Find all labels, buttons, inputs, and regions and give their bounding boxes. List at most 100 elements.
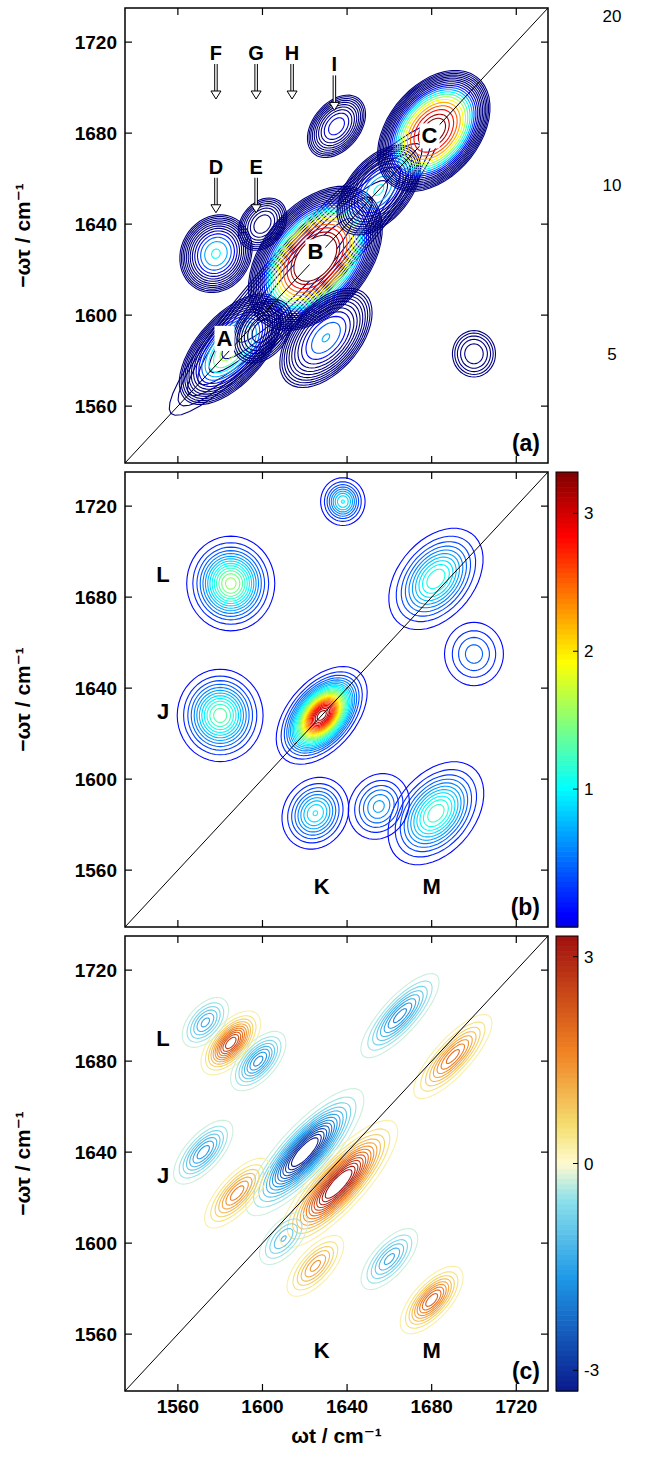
contour-line (307, 805, 323, 822)
contour-line (281, 1236, 286, 1242)
contours (125, 472, 548, 927)
label-ground (154, 562, 171, 587)
contour-line (404, 779, 467, 847)
colorbar-cell (556, 1219, 578, 1225)
contour-line (254, 1056, 263, 1066)
contour-line (373, 801, 384, 813)
contour-line (242, 1044, 275, 1079)
contour-line (375, 1244, 403, 1275)
contour-line (179, 1126, 227, 1178)
contour-line (182, 998, 228, 1048)
colorbar-tick-label: 20 (603, 7, 622, 26)
contour-line (388, 762, 484, 865)
contour-line (236, 1037, 281, 1086)
contour-line (371, 1240, 407, 1279)
colorbar-cell (556, 1108, 578, 1114)
colorbar-cell (556, 502, 578, 508)
label-ground (208, 42, 224, 64)
colorbar-tick (573, 956, 578, 957)
contour-line (319, 1163, 358, 1204)
colorbar-cell (556, 624, 578, 630)
contour-line (295, 304, 358, 371)
colorbar-cell (556, 780, 578, 786)
contour-line (183, 1131, 223, 1174)
colorbar-tick-label: 3 (584, 948, 593, 967)
panel-label: (a) (512, 430, 540, 456)
contour-line (312, 322, 341, 353)
frame (125, 936, 548, 1391)
label-ground (330, 53, 340, 75)
annotation: F (210, 42, 222, 64)
contour-line (373, 986, 428, 1045)
contour-line (180, 215, 252, 293)
contour-line (297, 1247, 333, 1286)
contour-line (361, 974, 439, 1058)
x-tick (262, 456, 263, 463)
colorbar-frame (556, 936, 578, 1391)
contour-line (205, 242, 228, 266)
contour-line (322, 334, 329, 342)
arrow-head (251, 205, 261, 213)
x-tick (516, 920, 517, 927)
contour-line (417, 793, 455, 834)
contour-line (303, 1146, 373, 1222)
colorbar-cell (556, 1002, 578, 1008)
y-tick-label: 1720 (75, 32, 117, 53)
colorbar-cell (556, 1118, 578, 1124)
contour-line (394, 1009, 407, 1023)
colorbar-cell (556, 760, 578, 766)
contour-line (420, 1287, 444, 1313)
colorbar-cell (556, 593, 578, 599)
panel-label: (b) (511, 894, 540, 920)
contour-line (190, 226, 241, 281)
colorbar-cell (556, 603, 578, 609)
contour-line (248, 315, 278, 347)
colorbar-cell (556, 806, 578, 812)
colorbar-cell (556, 1017, 578, 1023)
colorbar-cell (556, 518, 578, 524)
contour-line (248, 208, 278, 240)
contour-line (274, 1229, 293, 1249)
colorbar-cell (556, 1138, 578, 1144)
annotation: J (157, 699, 169, 724)
contour-line (250, 211, 274, 237)
colorbar-cell (556, 1047, 578, 1053)
contour-line (406, 1272, 458, 1328)
contour-line (338, 496, 349, 508)
colorbar-tick (573, 651, 578, 652)
contour-line (282, 777, 349, 849)
colorbar-cell (556, 971, 578, 977)
contour-line (203, 554, 259, 614)
y-tick (125, 406, 132, 407)
colorbar-cell (556, 821, 578, 827)
label-ground (510, 430, 542, 456)
colorbar-cell (556, 811, 578, 817)
panel: 15601600164016801720−ωτ / cm⁻¹51020ABCDE… (11, 7, 621, 463)
y-tick (541, 970, 548, 971)
y-tick-label: 1560 (75, 1324, 117, 1345)
colorbar-cell (556, 578, 578, 584)
contour-line (205, 1158, 270, 1228)
colorbar-cell (556, 1229, 578, 1235)
y-tick-label: 1640 (75, 678, 117, 699)
label-ground (509, 894, 542, 920)
colorbar-cell (556, 1007, 578, 1013)
annotation: E (249, 156, 262, 178)
contour-line (197, 1146, 209, 1159)
contour-line (412, 1279, 451, 1321)
annotation: A (216, 326, 232, 351)
colorbar-cell (556, 851, 578, 857)
x-tick (262, 920, 263, 927)
contour-line (231, 1031, 286, 1090)
contour-line (212, 249, 221, 258)
colorbar-cell (556, 1032, 578, 1038)
plot-ground (125, 936, 548, 1391)
contour-line (306, 316, 346, 359)
arrow-shaft (334, 74, 336, 103)
contour-line (384, 999, 416, 1033)
colorbar-cell (556, 1128, 578, 1134)
annotation: M (423, 1338, 441, 1363)
label-ground (246, 42, 266, 64)
colorbar-cell (556, 997, 578, 1003)
x-tick (431, 456, 432, 463)
